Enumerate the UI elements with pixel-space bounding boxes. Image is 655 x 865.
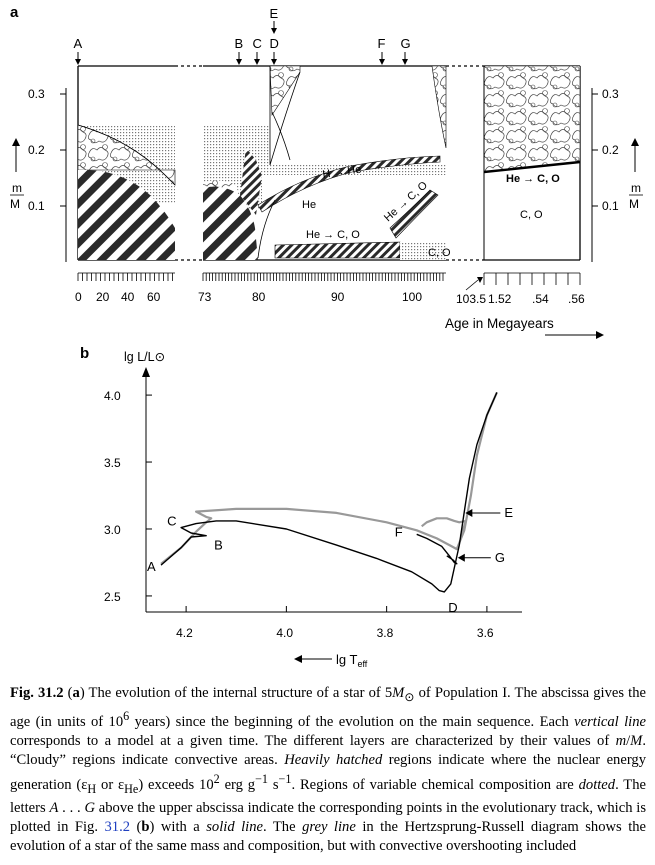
y-tick-left-0: 0.3 (28, 87, 45, 101)
top-letter-a: A (74, 36, 83, 51)
y-label-right-num: m (631, 181, 641, 195)
top-letter-c: C (253, 36, 262, 51)
seg3-tick-1: 1.52 (488, 292, 512, 306)
y-axis-label-left: m M (10, 138, 24, 211)
seg2-tick-0: 73 (198, 290, 212, 304)
caption-text: (a) The evolution of the internal struct… (10, 685, 647, 854)
figure-caption: Fig. 31.2 (a) The evolution of the inter… (10, 684, 646, 856)
region-he: He (302, 199, 316, 211)
top-letter-arrowhead-b (236, 59, 242, 65)
hr-x-tick-label-1: 4.0 (276, 626, 293, 640)
hr-point-label-f: F (395, 524, 403, 539)
hr-point-label-a: A (147, 559, 156, 574)
seg1-tick-3: 60 (147, 290, 161, 304)
hr-x-tick-label-2: 3.8 (377, 626, 394, 640)
hr-point-label-g: G (495, 550, 505, 565)
right-y-axis (591, 88, 598, 262)
hr-x-title-main: lg T (336, 652, 357, 667)
segment3-structure (483, 65, 581, 260)
hr-y-tick-label-0: 4.0 (104, 389, 121, 403)
top-letter-arrowhead-c (254, 59, 260, 65)
lower-axis-ticks (77, 272, 581, 285)
y-label-left-num: m (12, 181, 22, 195)
region-co-mid: C, O (428, 247, 451, 259)
hr-loop-overshooting (421, 517, 467, 537)
y-tick-right-0: 0.3 (602, 87, 619, 101)
top-letter-arrowhead-d (271, 59, 277, 65)
segment2-structure (203, 65, 447, 260)
segment1-structure (77, 124, 176, 260)
top-letter-e: E (270, 6, 279, 21)
region-he-co-right: He → C, O (506, 173, 560, 185)
top-letter-arrowhead-a (75, 59, 81, 65)
top-letter-arrowhead-f (379, 59, 385, 65)
caption-label: Fig. 31.2 (10, 685, 64, 701)
region-he-co-lower: He → C, O (306, 229, 360, 241)
region-h-he: H → He (322, 164, 362, 181)
hr-x-tick-label-3: 3.6 (477, 626, 494, 640)
hr-point-label-c: C (167, 514, 176, 529)
seg2-tick-1: 80 (252, 290, 266, 304)
hr-point-arrowhead-e (465, 508, 473, 517)
hr-tracks: A B C D E F G (147, 391, 513, 615)
seg1-tick-0: 0 (75, 290, 82, 304)
hr-axis-ticks: 4.2 4.0 3.8 3.6 4.0 3.5 3.0 2.5 (104, 389, 494, 640)
top-letters: A B C DE F G (74, 6, 411, 65)
hr-point-label-b: B (214, 538, 223, 553)
panel-b-label: b (80, 345, 89, 362)
hr-x-title-sub: eff (357, 659, 367, 669)
hr-y-tick-label-3: 2.5 (104, 590, 121, 604)
seg3-tick-2: .54 (532, 292, 549, 306)
hr-y-tick-label-2: 3.0 (104, 523, 121, 537)
y-tick-left-2: 0.1 (28, 199, 45, 213)
hr-x-tick-label-0: 4.2 (176, 626, 193, 640)
hr-y-title: lg L/L⊙ (124, 350, 165, 364)
top-letter-g: G (401, 36, 411, 51)
seg1-tick-1: 20 (96, 290, 110, 304)
seg3-tick-0: 103.5 (456, 292, 486, 306)
top-letter-arrowhead-g (402, 59, 408, 65)
figure: a A B C DEF G 0.3 (10, 4, 643, 669)
seg2-tick-3: 100 (402, 290, 422, 304)
age-axis-title: Age in Megayears (445, 316, 554, 331)
panel-a-label: a (10, 4, 19, 21)
top-letter-b: B (235, 36, 244, 51)
hr-track-overshooting (160, 391, 498, 565)
panel-a: a A B C DE F G 0.3 (10, 4, 643, 339)
hr-point-arrowhead-g (457, 553, 465, 562)
hr-loop-standard (416, 533, 458, 565)
region-co-right: C, O (520, 209, 543, 221)
panel-b: b lg L/L⊙ 4.2 4.0 3.8 3.6 4.0 3.5 3.0 2.5 A B C D E… (80, 345, 522, 669)
y-tick-right-2: 0.1 (602, 199, 619, 213)
left-y-axis (60, 88, 67, 262)
hr-point-label-d: D (448, 600, 457, 615)
top-letter-arrowhead-e (271, 28, 277, 34)
top-letter-d: D (270, 36, 279, 51)
y-tick-right-1: 0.2 (602, 143, 619, 157)
seg2-tick-2: 90 (331, 290, 345, 304)
y-tick-left-1: 0.2 (28, 143, 45, 157)
y-axis-label-right: m M (629, 138, 643, 211)
hr-y-tick-label-1: 3.5 (104, 456, 121, 470)
top-letter-f: F (378, 36, 386, 51)
hr-track-standard (160, 392, 498, 593)
y-label-left-den: M (10, 197, 20, 211)
seg1-tick-2: 40 (121, 290, 135, 304)
hr-point-label-e: E (504, 505, 513, 520)
hr-x-title: lg Teff (336, 652, 368, 669)
y-label-right-den: M (629, 197, 639, 211)
seg3-tick-3: .56 (568, 292, 585, 306)
